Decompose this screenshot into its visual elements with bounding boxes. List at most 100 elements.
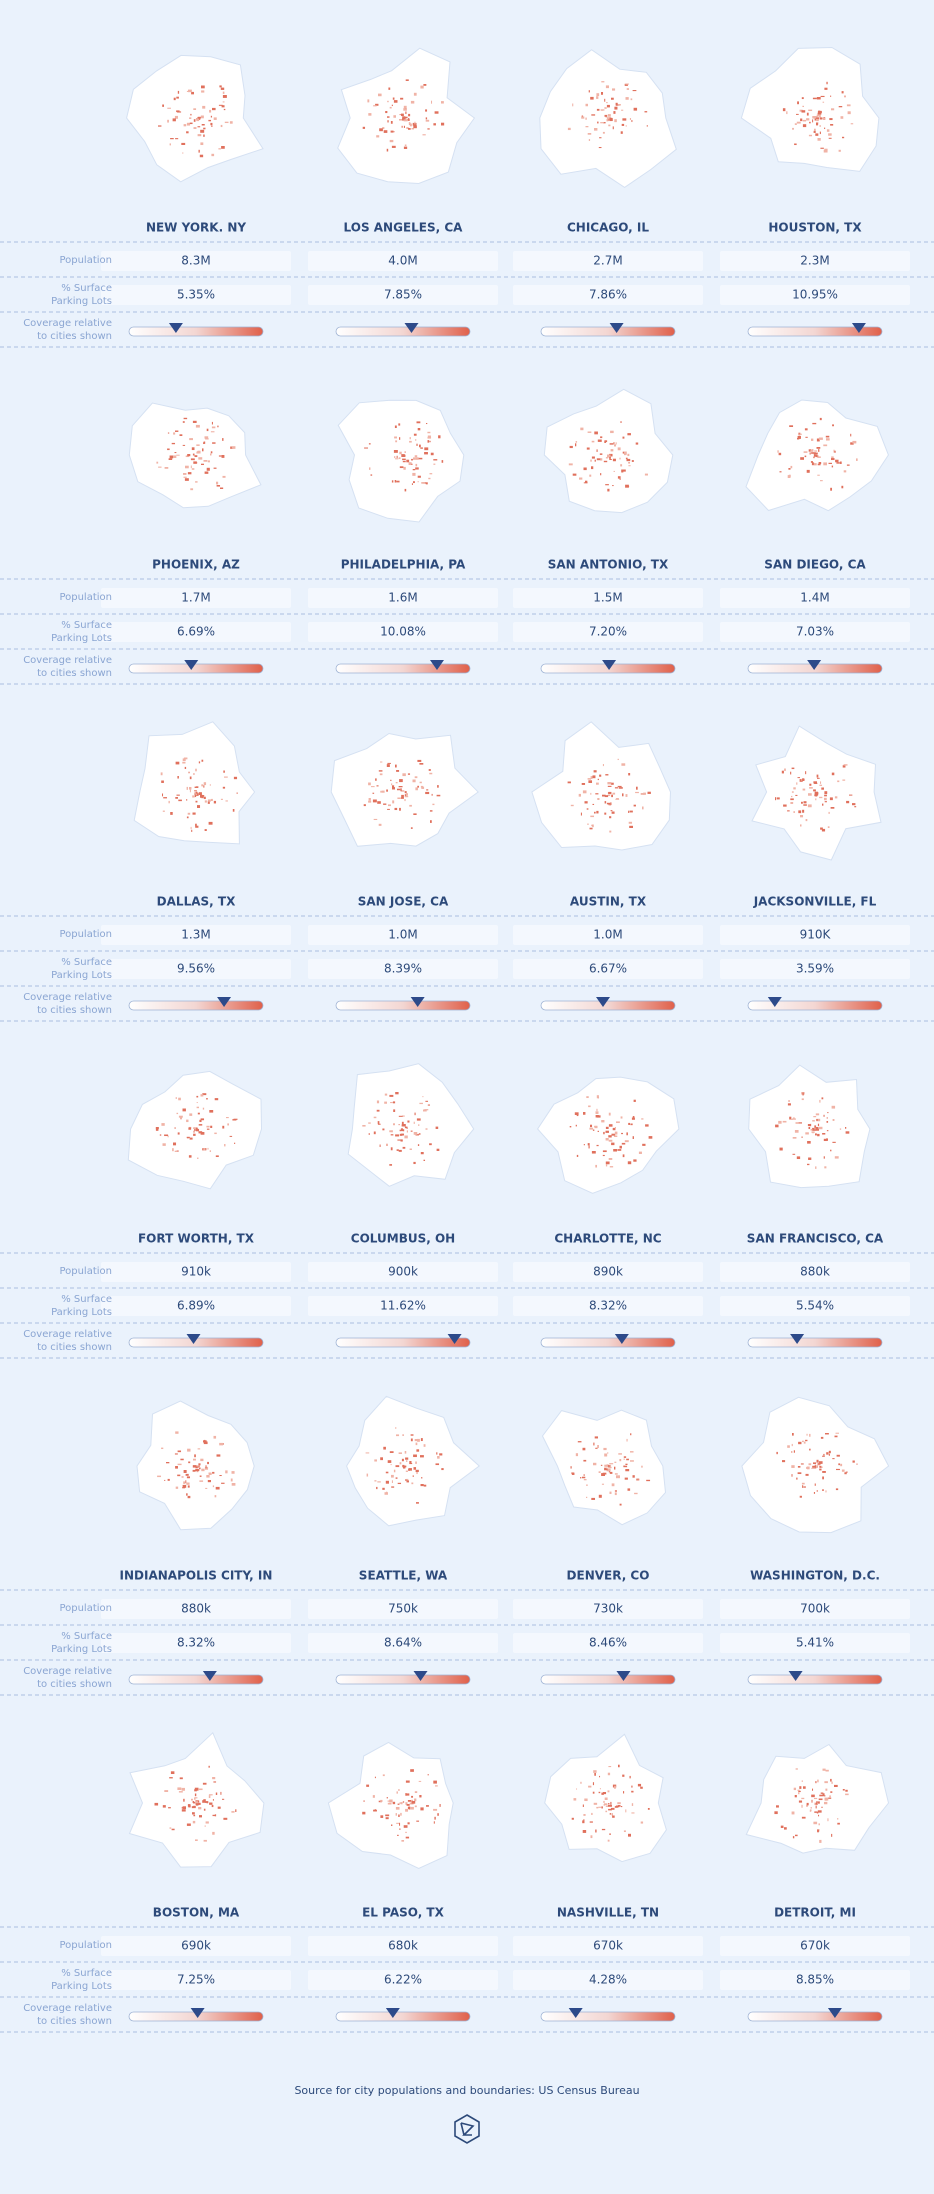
parking-lot xyxy=(401,1458,404,1462)
parking-lot xyxy=(383,130,388,133)
coverage-bar xyxy=(540,2011,676,2022)
parking-lot xyxy=(418,1780,422,1782)
parking-lot xyxy=(825,1769,829,1772)
parking-lot xyxy=(433,459,438,461)
parking-lot xyxy=(582,1476,586,1479)
row-label: % Surface xyxy=(61,1968,112,1979)
parking-lot xyxy=(164,467,169,469)
parking-lot xyxy=(644,473,648,476)
parking-lot xyxy=(613,442,615,445)
parking-lot xyxy=(399,1802,401,1804)
parking-lot xyxy=(420,1152,424,1155)
parking-lot xyxy=(850,123,854,125)
parking-lot xyxy=(819,784,823,786)
parking-lot xyxy=(604,1797,608,1800)
parking-lot xyxy=(425,1100,429,1102)
parking-lot xyxy=(194,794,197,798)
parking-lot xyxy=(433,123,436,126)
parking-lot xyxy=(806,118,810,121)
parking-share: 7.20% xyxy=(589,625,627,639)
parking-lot xyxy=(799,1786,802,1789)
parking-lot xyxy=(614,787,619,789)
population: 4.0M xyxy=(388,254,417,268)
parking-lot xyxy=(629,1775,631,1779)
parking-lot xyxy=(224,121,229,124)
parking-lot xyxy=(181,1809,186,1812)
parking-lot xyxy=(192,1465,197,1468)
parking-lot xyxy=(401,113,404,117)
parking-lot xyxy=(175,797,178,799)
parking-lot xyxy=(609,117,611,121)
parking-lot xyxy=(828,811,830,814)
parking-lot xyxy=(625,457,628,460)
parking-lot xyxy=(813,1821,818,1825)
parking-lot xyxy=(831,108,835,111)
population: 890k xyxy=(593,1265,623,1279)
parking-lot xyxy=(221,146,225,149)
parking-lot xyxy=(808,1463,812,1466)
parking-lot xyxy=(207,1461,209,1465)
city-map xyxy=(751,725,882,861)
parking-lot xyxy=(398,1452,402,1454)
parking-lot xyxy=(822,1768,826,1771)
parking-lot xyxy=(199,1475,202,1477)
parking-lot xyxy=(412,472,416,476)
parking-lot xyxy=(214,1132,217,1135)
parking-lot xyxy=(397,1139,401,1141)
coverage-bar xyxy=(540,1674,676,1685)
parking-lot xyxy=(400,1812,402,1816)
parking-lot xyxy=(399,437,401,440)
parking-lot xyxy=(620,464,623,467)
parking-lot xyxy=(609,830,612,833)
parking-lot xyxy=(609,803,611,806)
parking-lot xyxy=(811,462,815,466)
parking-lot xyxy=(170,138,174,140)
parking-lot xyxy=(615,102,618,106)
parking-lot xyxy=(817,1123,820,1127)
parking-lot xyxy=(596,96,599,99)
population: 690k xyxy=(181,1939,211,1953)
parking-lot xyxy=(415,787,418,791)
parking-lot xyxy=(175,430,179,432)
population: 910k xyxy=(181,1265,211,1279)
parking-lot xyxy=(207,1480,212,1483)
parking-lot xyxy=(186,122,191,126)
parking-lot xyxy=(824,1797,829,1801)
parking-lot xyxy=(387,1460,392,1463)
parking-lot xyxy=(586,1096,589,1099)
parking-lot xyxy=(406,127,409,129)
parking-share: 6.22% xyxy=(384,1973,422,1987)
parking-lot xyxy=(397,797,401,799)
coverage-marker xyxy=(790,1334,805,1344)
parking-lot xyxy=(411,458,413,461)
parking-lot xyxy=(593,1802,598,1805)
parking-lot xyxy=(604,795,609,798)
value-cell xyxy=(513,959,703,979)
parking-lot xyxy=(631,1117,635,1120)
parking-lot xyxy=(841,91,844,94)
parking-lot xyxy=(209,109,212,113)
parking-lot xyxy=(607,1452,609,1454)
parking-lot xyxy=(608,791,612,795)
parking-lot xyxy=(642,1143,646,1146)
parking-lot xyxy=(373,1131,376,1135)
parking-lot xyxy=(154,1802,159,1806)
parking-lot xyxy=(588,1145,590,1149)
parking-lot xyxy=(378,823,382,826)
parking-lot xyxy=(193,119,196,122)
parking-lot xyxy=(372,1795,375,1798)
parking-lot xyxy=(392,1101,396,1104)
parking-lot xyxy=(167,119,169,123)
parking-lot xyxy=(597,439,602,442)
parking-lot xyxy=(199,1815,202,1818)
parking-lot xyxy=(571,1472,575,1475)
parking-lot xyxy=(605,1138,609,1141)
parking-lot xyxy=(194,786,199,788)
parking-lot xyxy=(791,1118,793,1120)
parking-lot xyxy=(406,1793,410,1796)
parking-share: 8.39% xyxy=(384,962,422,976)
parking-lot xyxy=(203,782,207,786)
parking-lot xyxy=(386,1143,388,1146)
parking-lot xyxy=(618,1453,622,1455)
parking-lot xyxy=(791,1443,793,1447)
